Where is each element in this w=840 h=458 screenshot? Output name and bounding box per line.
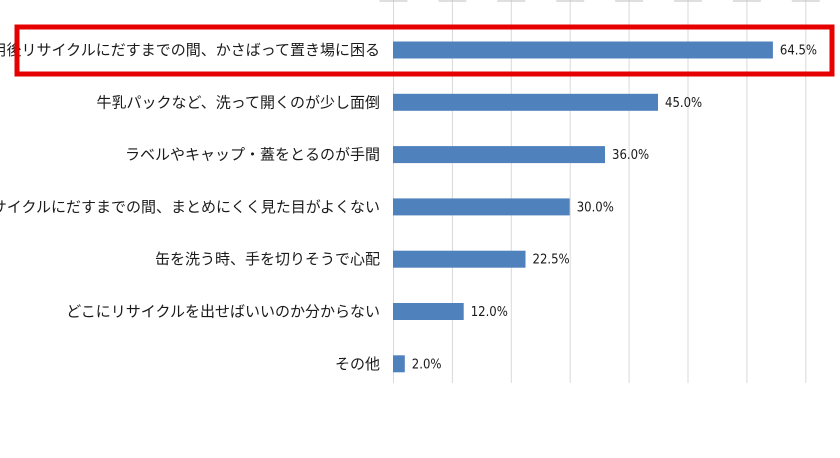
value-label: 30.0% (577, 200, 614, 215)
value-label: 64.5% (780, 44, 817, 59)
value-label: 36.0% (612, 148, 649, 163)
bar (393, 198, 570, 216)
category-label: 缶を洗う時、手を切りそうで心配 (155, 250, 380, 268)
category-label: どこにリサイクルを出せばいいのか分からない (66, 303, 380, 321)
bar (393, 355, 405, 373)
bar (393, 146, 605, 164)
highlight-box (14, 24, 835, 77)
bar (393, 250, 526, 268)
value-label: 45.0% (665, 96, 702, 111)
value-labels: 64.5% 45.0% 36.0% 30.0% 22.5% 12.0% 2.0% (412, 44, 817, 373)
category-label: その他 (335, 355, 380, 373)
category-labels: 使用後リサイクルにだすまでの間、かさばって置き場に困る牛乳パックなど、洗って開く… (0, 41, 380, 373)
category-label: 使用後リサイクルにだすまでの間、かさばって置き場に困る (0, 41, 380, 59)
bar (393, 41, 773, 59)
value-label: 2.0% (412, 357, 442, 372)
category-label: 使用後リサイクルにだすまでの間、まとめにくく見た目がよくない (0, 198, 380, 216)
category-label: ラベルやキャップ・蓋をとるのが手間 (125, 146, 380, 164)
bars (393, 41, 773, 373)
bar (393, 93, 658, 111)
bar (393, 303, 464, 320)
value-label: 12.0% (471, 305, 508, 320)
category-label: 牛乳パックなど、洗って開くのが少し面倒 (96, 93, 380, 111)
value-label: 22.5% (533, 253, 570, 268)
gridlines (379, 0, 820, 383)
